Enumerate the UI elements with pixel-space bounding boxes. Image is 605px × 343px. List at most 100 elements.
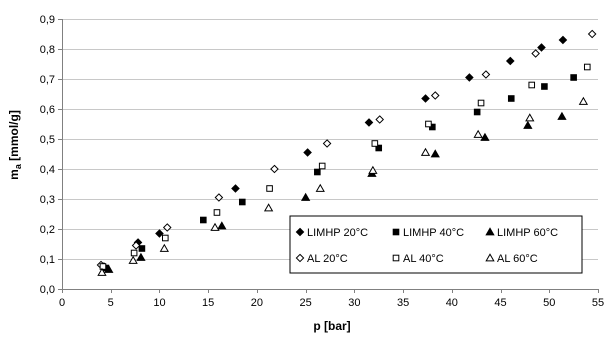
data-point: [420, 147, 431, 156]
data-point: [231, 184, 240, 193]
legend-label: AL 40°C: [403, 253, 444, 265]
legend-item-limhp-40-c: LIMHP 40°C: [392, 227, 464, 239]
data-point: [99, 263, 107, 270]
data-point: [138, 245, 146, 252]
data-point: [266, 185, 273, 192]
y-axis-label-main: m: [7, 169, 21, 180]
data-point: [430, 149, 440, 158]
legend-label: LIMHP 60°C: [497, 227, 558, 239]
legend-label: AL 60°C: [497, 253, 538, 265]
y-axis-label-subscript: a: [13, 163, 23, 169]
data-point: [322, 139, 332, 148]
x-tick-label: 40: [446, 297, 458, 309]
y-tick-label: 0,2: [40, 224, 55, 236]
data-point: [480, 132, 490, 141]
series-limhp-40-c: [102, 74, 577, 272]
y-axis-label: ma [mmol/g]: [7, 110, 23, 180]
x-tick-label: 35: [397, 297, 409, 309]
data-point: [97, 267, 107, 276]
y-tick-label: 0,8: [40, 44, 55, 56]
data-point: [315, 183, 325, 192]
legend-label: LIMHP 20°C: [307, 227, 368, 239]
legend-item-limhp-20-c: LIMHP 20°C: [295, 227, 368, 239]
x-tick-label: 10: [153, 297, 165, 309]
x-tick-label: 30: [348, 297, 360, 309]
legend-item-limhp-60-c: LIMHP 60°C: [485, 227, 558, 239]
axes: [58, 19, 599, 293]
series-al-20-c: [96, 29, 597, 270]
y-tick-label: 0,3: [40, 194, 55, 206]
data-point: [473, 108, 481, 116]
data-point: [159, 243, 169, 252]
data-point: [263, 203, 274, 212]
data-point: [523, 120, 533, 129]
data-point: [238, 198, 246, 206]
data-point: [541, 83, 548, 90]
data-point: [477, 99, 485, 107]
data-point: [213, 209, 221, 216]
data-point: [583, 63, 591, 71]
legend-marker: [392, 228, 400, 236]
data-point: [303, 148, 312, 157]
data-point: [162, 234, 169, 242]
gridlines: [62, 19, 598, 260]
legend-item-al-20-c: AL 20°C: [295, 253, 348, 265]
y-tick-label: 0,5: [40, 134, 55, 146]
x-tick-label: 45: [494, 297, 506, 309]
y-axis-label-unit: [mmol/g]: [7, 110, 21, 164]
data-point: [300, 192, 311, 201]
y-tick-label: 0,4: [40, 164, 55, 176]
data-point: [425, 120, 432, 128]
data-point: [217, 221, 227, 230]
y-tick-label: 0,9: [40, 14, 55, 26]
data-points: [96, 29, 597, 276]
x-tick-label: 55: [592, 297, 604, 309]
legend-marker: [295, 253, 305, 263]
legend-box: [289, 215, 583, 274]
data-point: [537, 43, 546, 52]
data-point: [136, 252, 146, 261]
data-point: [465, 73, 474, 82]
data-point: [578, 96, 589, 105]
data-point: [155, 229, 164, 238]
data-point: [375, 115, 385, 124]
data-point: [162, 223, 172, 232]
x-tick-label: 50: [543, 297, 555, 309]
legend-label: LIMHP 40°C: [403, 227, 464, 239]
series-al-40-c: [99, 63, 591, 270]
data-point: [531, 49, 540, 58]
data-point: [128, 255, 138, 264]
data-point: [507, 95, 515, 102]
data-point: [318, 162, 326, 170]
data-point: [104, 264, 114, 273]
legend-marker: [295, 227, 305, 237]
y-tick-label: 0,0: [40, 284, 55, 296]
data-point: [364, 118, 374, 127]
data-point: [130, 249, 138, 257]
y-tick-label: 0,1: [40, 254, 55, 266]
data-point: [214, 193, 224, 202]
x-tick-label: 15: [202, 297, 214, 309]
data-point: [270, 164, 279, 174]
data-point: [525, 113, 535, 122]
x-tick-label: 20: [251, 297, 263, 309]
legend-items: LIMHP 20°C LIMHP 40°C LIMHP 60°C AL 20°C AL …: [295, 227, 558, 265]
data-point: [473, 129, 483, 138]
data-point: [200, 216, 207, 224]
data-point: [371, 140, 379, 147]
data-point: [314, 168, 321, 176]
series-al-60-c: [97, 96, 589, 276]
legend-item-al-60-c: AL 60°C: [485, 253, 538, 265]
data-point: [557, 111, 567, 120]
data-point: [481, 70, 491, 79]
x-axis-label: p [bar]: [313, 319, 350, 333]
x-tick-label: 5: [108, 297, 114, 309]
legend-item-al-40-c: AL 40°C: [392, 253, 444, 265]
tick-labels: 0,0 0,1 0,2 0,3 0,4 0,5 0,6 0,7 0,8 0,9 0 5 10 15 20 25…: [40, 14, 604, 309]
data-point: [210, 222, 220, 231]
data-point: [368, 165, 378, 174]
y-tick-label: 0,6: [40, 104, 55, 116]
data-point: [587, 29, 597, 39]
